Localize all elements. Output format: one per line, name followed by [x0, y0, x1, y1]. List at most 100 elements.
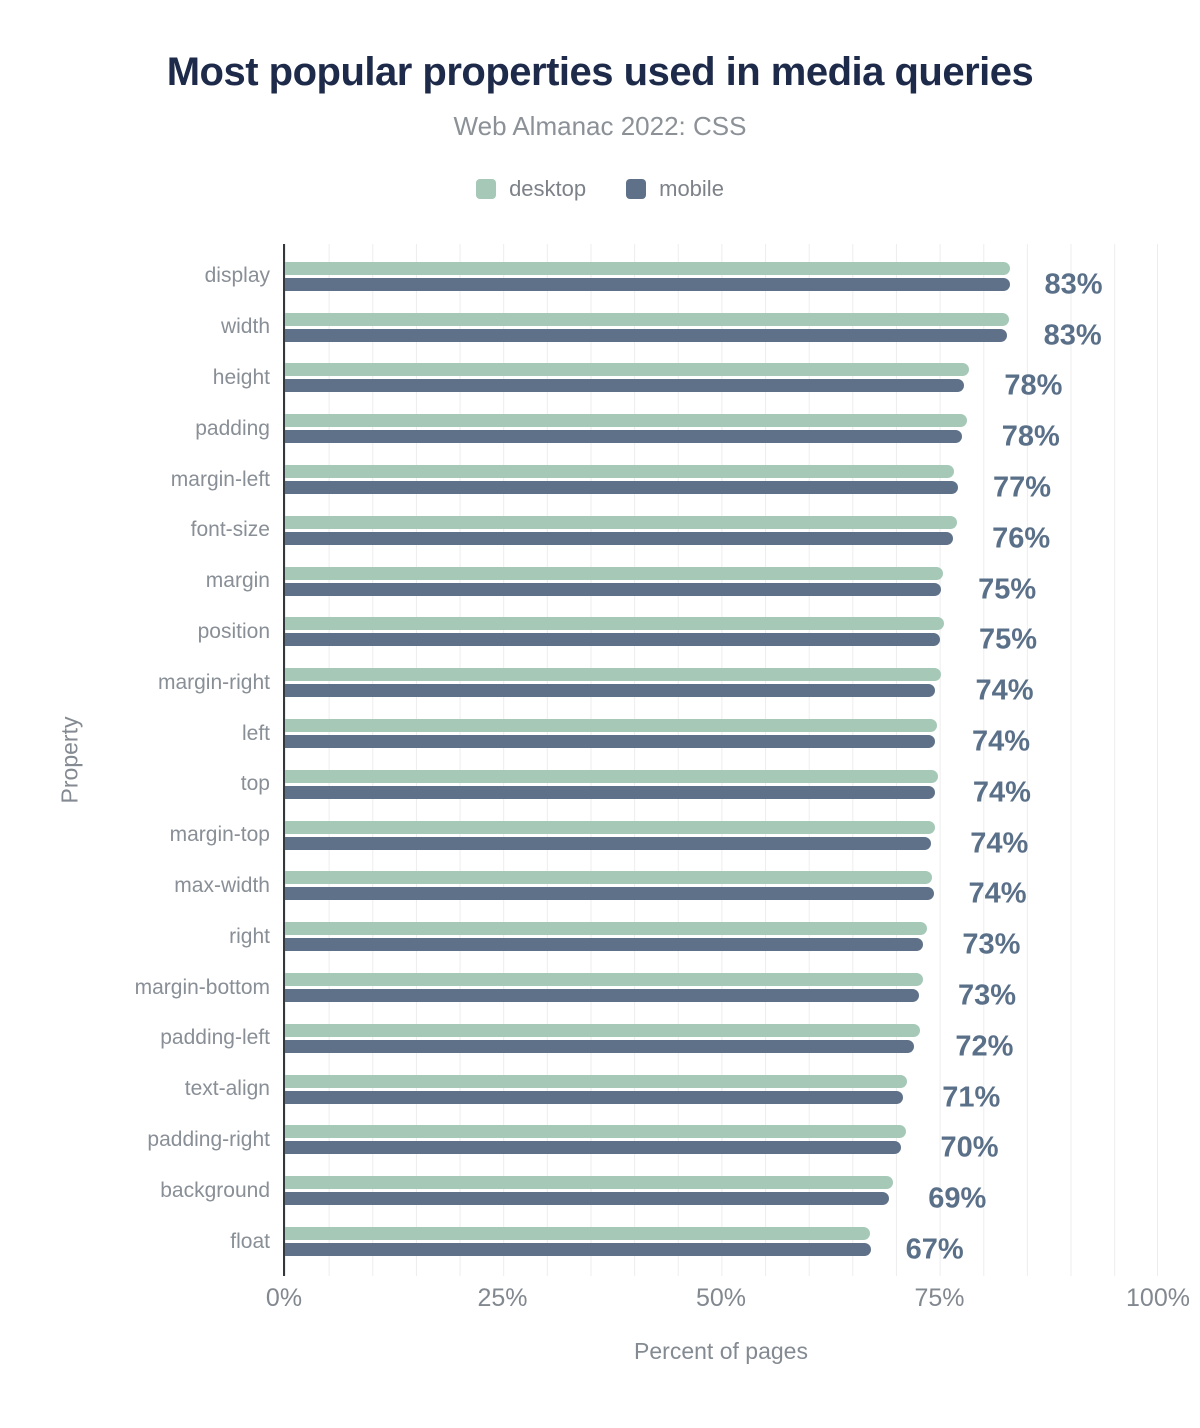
- value-label: 75%: [978, 623, 1038, 656]
- mobile-bar: [285, 379, 965, 393]
- mobile-bar: [285, 836, 931, 850]
- desktop-bar: [285, 363, 970, 377]
- chart-row: text-align 71%: [0, 1064, 1200, 1115]
- mobile-bar: [285, 785, 936, 799]
- x-tick-75: 75%: [914, 1284, 965, 1312]
- mobile-bar: [285, 1090, 903, 1104]
- category-label: margin: [205, 569, 270, 593]
- chart-subtitle: Web Almanac 2022: CSS: [453, 111, 747, 141]
- bar-group: 83%: [284, 261, 1158, 300]
- mobile-bar: [285, 1141, 902, 1155]
- value-label: 74%: [972, 776, 1031, 809]
- legend-item-desktop: desktop: [476, 176, 586, 202]
- mobile-bar: [285, 481, 958, 495]
- category-label: text-align: [184, 1077, 270, 1101]
- category-label: right: [229, 924, 270, 948]
- bar-group: 78%: [284, 363, 1158, 402]
- category-label: background: [160, 1178, 270, 1202]
- value-label: 77%: [992, 471, 1052, 504]
- chart-row: left 74%: [0, 708, 1200, 759]
- value-label: 74%: [972, 725, 1031, 758]
- category-label: display: [204, 264, 270, 288]
- desktop-bar: [285, 261, 1010, 275]
- category-label: height: [212, 365, 270, 389]
- mobile-bar: [285, 989, 919, 1003]
- desktop-bar: [285, 922, 928, 936]
- value-label: 67%: [905, 1233, 964, 1266]
- bar-group: 76%: [284, 515, 1158, 554]
- bar-group: 74%: [284, 820, 1158, 859]
- mobile-bar: [285, 735, 936, 749]
- chart-row: padding-right 70%: [0, 1115, 1200, 1166]
- category-label: max-width: [174, 873, 270, 897]
- value-label: 78%: [1001, 420, 1060, 453]
- bar-group: 71%: [284, 1074, 1158, 1113]
- desktop-bar: [285, 871, 932, 885]
- desktop-swatch-icon: [476, 179, 497, 199]
- bar-group: 83%: [284, 312, 1158, 351]
- value-label: 73%: [962, 928, 1021, 961]
- category-label: margin-left: [170, 467, 270, 491]
- value-label: 70%: [940, 1131, 999, 1164]
- bar-group: 78%: [284, 414, 1158, 453]
- desktop-bar: [285, 312, 1009, 326]
- value-label: 74%: [970, 827, 1029, 860]
- desktop-bar: [285, 1074, 908, 1088]
- category-label: padding-left: [160, 1026, 270, 1050]
- desktop-bar: [285, 1023, 921, 1037]
- chart-row: height 78%: [0, 353, 1200, 404]
- category-label: left: [241, 721, 270, 745]
- category-label: margin-right: [157, 670, 270, 694]
- category-label: padding-right: [147, 1127, 270, 1151]
- mobile-bar: [285, 430, 963, 444]
- chart-row: margin-top 74%: [0, 810, 1200, 861]
- chart-row: margin 75%: [0, 556, 1200, 607]
- desktop-bar: [285, 617, 944, 631]
- bar-group: 73%: [284, 973, 1158, 1012]
- x-axis-title: Percent of pages: [634, 1338, 808, 1364]
- chart-row: width 83%: [0, 302, 1200, 353]
- desktop-bar: [285, 566, 944, 580]
- category-label: top: [240, 772, 270, 796]
- desktop-bar: [285, 1176, 894, 1190]
- plot-area: Property display 83% width 83% height 78% padd…: [0, 244, 1200, 1276]
- value-label: 74%: [968, 877, 1027, 910]
- chart-row: margin-bottom 73%: [0, 962, 1200, 1013]
- mobile-bar: [285, 633, 940, 647]
- category-label: position: [197, 619, 270, 643]
- x-tick-50: 50%: [695, 1284, 747, 1312]
- value-label: 72%: [955, 1030, 1014, 1063]
- mobile-bar: [285, 328, 1007, 342]
- bar-group: 73%: [284, 922, 1158, 961]
- chart-row: padding-left 72%: [0, 1013, 1200, 1064]
- category-label: float: [230, 1229, 270, 1253]
- chart-row: padding 78%: [0, 403, 1200, 454]
- chart-row: font-size 76%: [0, 505, 1200, 556]
- bar-group: 67%: [284, 1227, 1158, 1266]
- value-label: 83%: [1043, 319, 1102, 352]
- chart-row: float 67%: [0, 1216, 1200, 1267]
- bar-group: 75%: [284, 566, 1158, 605]
- mobile-bar: [285, 684, 936, 698]
- bar-group: 74%: [284, 769, 1158, 808]
- chart-row: margin-left 77%: [0, 454, 1200, 505]
- mobile-bar: [285, 277, 1010, 291]
- mobile-bar: [285, 531, 953, 545]
- legend: desktop mobile: [0, 176, 1200, 202]
- desktop-bar: [285, 668, 941, 682]
- bar-group: 75%: [284, 617, 1158, 656]
- chart-row: margin-right 74%: [0, 657, 1200, 708]
- value-label: 69%: [928, 1182, 987, 1215]
- chart-row: display 83%: [0, 251, 1200, 302]
- value-label: 76%: [992, 522, 1051, 555]
- value-label: 71%: [942, 1081, 1001, 1114]
- category-label: font-size: [190, 518, 270, 542]
- x-axis-ticks: 0% 25% 50% 75% 100%: [266, 1284, 1190, 1318]
- value-label: 78%: [1004, 369, 1063, 402]
- desktop-bar: [285, 1125, 906, 1139]
- chart-title: Most popular properties used in media qu…: [166, 50, 1034, 94]
- desktop-bar: [285, 973, 924, 987]
- chart-row: right 73%: [0, 911, 1200, 962]
- value-label: 83%: [1044, 268, 1103, 301]
